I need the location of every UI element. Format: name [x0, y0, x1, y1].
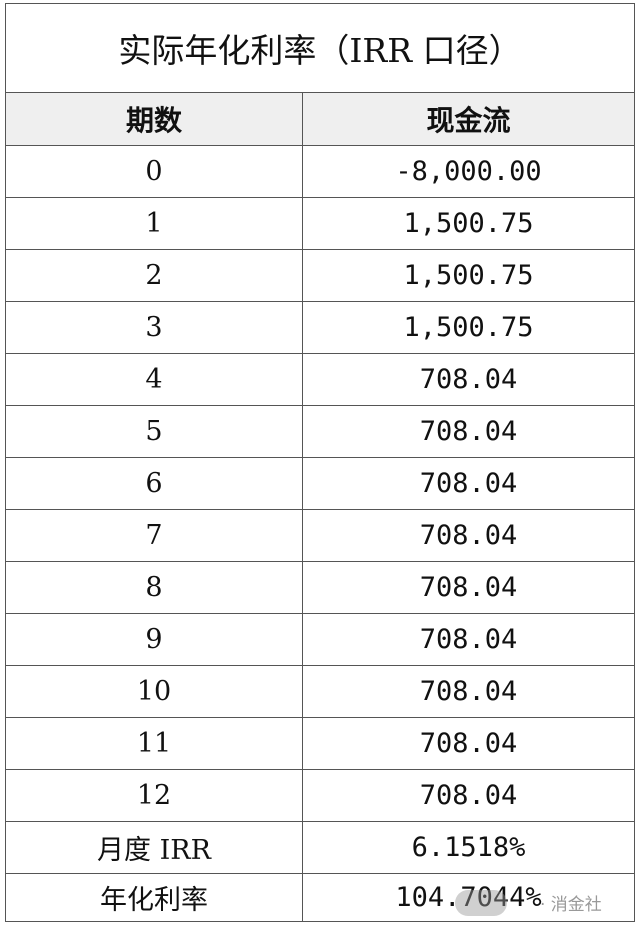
- cell-value: 708.04: [302, 353, 635, 406]
- header-row: 期数 现金流: [5, 92, 635, 146]
- cell-value: 1,500.75: [302, 301, 635, 354]
- summary-row: 年化利率 104.7044%: [5, 873, 635, 922]
- cell-value: 104.7044%: [302, 873, 635, 922]
- cell-period: 1: [5, 197, 303, 250]
- cell-value: 6.1518%: [302, 821, 635, 874]
- cell-period: 10: [5, 665, 303, 718]
- cell-period: 月度 IRR: [5, 821, 303, 874]
- cell-period: 12: [5, 769, 303, 822]
- cell-value: 708.04: [302, 561, 635, 614]
- irr-table: 实际年化利率（IRR 口径） 期数 现金流 0 -8,000.00 1 1,500.7…: [5, 3, 635, 922]
- cell-period: 年化利率: [5, 873, 303, 922]
- cell-value: -8,000.00: [302, 145, 635, 198]
- cell-value: 708.04: [302, 717, 635, 770]
- table-row: 5 708.04: [5, 405, 635, 458]
- header-cashflow: 现金流: [302, 92, 635, 146]
- cell-period: 3: [5, 301, 303, 354]
- table-row: 8 708.04: [5, 561, 635, 614]
- table-row: 3 1,500.75: [5, 301, 635, 354]
- table-row: 4 708.04: [5, 353, 635, 406]
- cell-value: 708.04: [302, 665, 635, 718]
- table-row: 1 1,500.75: [5, 197, 635, 250]
- cell-period: 9: [5, 613, 303, 666]
- title-row: 实际年化利率（IRR 口径）: [5, 3, 635, 93]
- table-row: 12 708.04: [5, 769, 635, 822]
- table-row: 9 708.04: [5, 613, 635, 666]
- cell-value: 708.04: [302, 769, 635, 822]
- cell-value: 708.04: [302, 613, 635, 666]
- watermark: · 消金社: [540, 895, 602, 915]
- table-row: 0 -8,000.00: [5, 145, 635, 198]
- table-row: 6 708.04: [5, 457, 635, 510]
- cell-value: 708.04: [302, 405, 635, 458]
- table-title: 实际年化利率（IRR 口径）: [5, 3, 635, 93]
- header-period: 期数: [5, 92, 303, 146]
- cell-period: 6: [5, 457, 303, 510]
- cell-period: 5: [5, 405, 303, 458]
- cell-period: 0: [5, 145, 303, 198]
- table-row: 11 708.04: [5, 717, 635, 770]
- cell-period: 8: [5, 561, 303, 614]
- table-row: 10 708.04: [5, 665, 635, 718]
- table-row: 2 1,500.75: [5, 249, 635, 302]
- cell-period: 2: [5, 249, 303, 302]
- cell-value: 708.04: [302, 457, 635, 510]
- cell-period: 7: [5, 509, 303, 562]
- cell-value: 1,500.75: [302, 197, 635, 250]
- summary-row: 月度 IRR 6.1518%: [5, 821, 635, 874]
- cell-value: 708.04: [302, 509, 635, 562]
- cell-period: 4: [5, 353, 303, 406]
- cell-period: 11: [5, 717, 303, 770]
- table-row: 7 708.04: [5, 509, 635, 562]
- watermark-logo-icon: [455, 890, 507, 916]
- cell-value: 1,500.75: [302, 249, 635, 302]
